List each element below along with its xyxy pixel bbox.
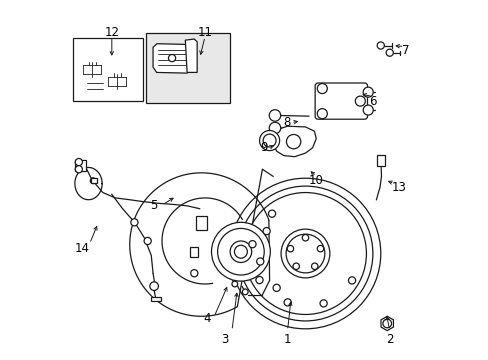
Circle shape — [284, 299, 291, 306]
Circle shape — [242, 289, 247, 295]
Circle shape — [311, 263, 317, 270]
Circle shape — [255, 276, 263, 284]
Circle shape — [363, 105, 372, 115]
Bar — [376, 155, 384, 166]
Circle shape — [319, 300, 326, 307]
Circle shape — [386, 49, 392, 56]
Circle shape — [317, 109, 326, 119]
Circle shape — [382, 319, 391, 328]
Circle shape — [272, 284, 280, 292]
Circle shape — [90, 178, 96, 184]
Circle shape — [256, 258, 264, 265]
Circle shape — [217, 228, 264, 275]
Circle shape — [317, 246, 323, 252]
Text: 12: 12 — [104, 27, 119, 40]
Circle shape — [268, 210, 275, 217]
Circle shape — [286, 246, 293, 252]
Text: 1: 1 — [283, 333, 291, 346]
Polygon shape — [273, 126, 316, 157]
Circle shape — [363, 87, 372, 97]
Circle shape — [231, 281, 237, 287]
Circle shape — [149, 282, 158, 291]
Text: 6: 6 — [368, 95, 376, 108]
Circle shape — [131, 219, 138, 226]
Text: 9: 9 — [260, 141, 267, 154]
Circle shape — [263, 228, 270, 235]
Text: 2: 2 — [385, 333, 393, 346]
Text: 10: 10 — [308, 174, 323, 186]
Text: 5: 5 — [150, 199, 158, 212]
Circle shape — [230, 241, 251, 262]
Circle shape — [348, 277, 355, 284]
Circle shape — [190, 270, 198, 277]
Bar — [196, 216, 206, 230]
Circle shape — [269, 110, 280, 121]
Bar — [75, 160, 86, 171]
Text: 8: 8 — [283, 116, 290, 129]
Text: 14: 14 — [75, 242, 90, 255]
Circle shape — [168, 54, 175, 62]
Bar — [190, 247, 198, 257]
Circle shape — [248, 240, 256, 248]
FancyBboxPatch shape — [314, 83, 367, 119]
Circle shape — [238, 186, 372, 321]
Circle shape — [302, 234, 308, 241]
Bar — [73, 39, 142, 101]
Circle shape — [286, 134, 300, 149]
Circle shape — [269, 122, 280, 134]
Polygon shape — [153, 44, 191, 73]
Circle shape — [317, 84, 326, 94]
Circle shape — [144, 237, 151, 244]
Circle shape — [259, 131, 279, 150]
Text: 3: 3 — [221, 333, 228, 346]
Circle shape — [211, 222, 270, 281]
Text: 4: 4 — [203, 311, 210, 325]
Circle shape — [376, 42, 384, 49]
Text: 11: 11 — [197, 27, 212, 40]
Circle shape — [75, 166, 82, 173]
Text: 13: 13 — [390, 181, 406, 194]
Bar — [150, 297, 160, 301]
Polygon shape — [185, 39, 197, 72]
Polygon shape — [380, 316, 393, 330]
Bar — [91, 178, 97, 183]
Circle shape — [263, 134, 276, 147]
Circle shape — [244, 193, 366, 315]
Circle shape — [355, 96, 365, 106]
Circle shape — [292, 263, 299, 270]
Circle shape — [230, 178, 380, 329]
Text: 7: 7 — [401, 44, 409, 57]
Circle shape — [234, 245, 247, 258]
Circle shape — [75, 158, 82, 166]
Circle shape — [285, 234, 324, 273]
Circle shape — [281, 229, 329, 278]
Bar — [145, 33, 230, 103]
